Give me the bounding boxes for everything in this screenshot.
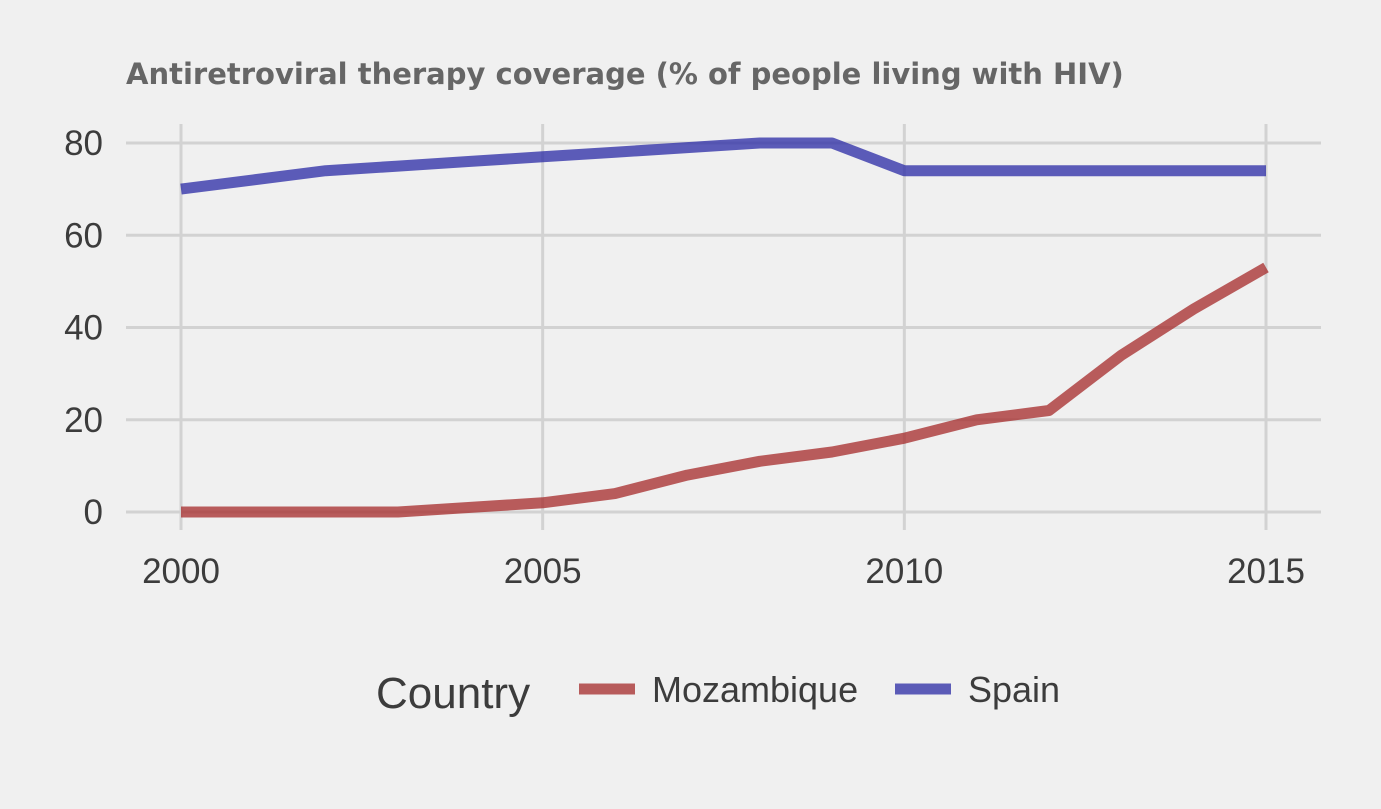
y-tick-label: 0 xyxy=(84,493,103,532)
legend-title: Country xyxy=(376,669,530,718)
y-tick-label: 40 xyxy=(64,309,103,348)
y-tick-label: 80 xyxy=(64,124,103,163)
series-lines xyxy=(180,137,1269,518)
tick-labels: 0 20 40 60 80 2000 2005 2010 2015 xyxy=(64,124,1305,591)
x-tick-label: 2010 xyxy=(865,552,943,591)
series-line-spain xyxy=(180,137,1266,195)
legend: Country Mozambique Spain xyxy=(376,669,1060,718)
chart-title: Antiretroviral therapy coverage (% of pe… xyxy=(126,57,1124,91)
y-tick-label: 20 xyxy=(64,401,103,440)
legend-label-spain: Spain xyxy=(968,669,1060,710)
x-tick-label: 2000 xyxy=(142,552,220,591)
y-tick-label: 60 xyxy=(64,216,103,255)
legend-label-mozambique: Mozambique xyxy=(652,669,858,710)
x-tick-label: 2015 xyxy=(1227,552,1305,591)
x-tick-label: 2005 xyxy=(504,552,582,591)
series-line-mozambique xyxy=(181,262,1269,518)
